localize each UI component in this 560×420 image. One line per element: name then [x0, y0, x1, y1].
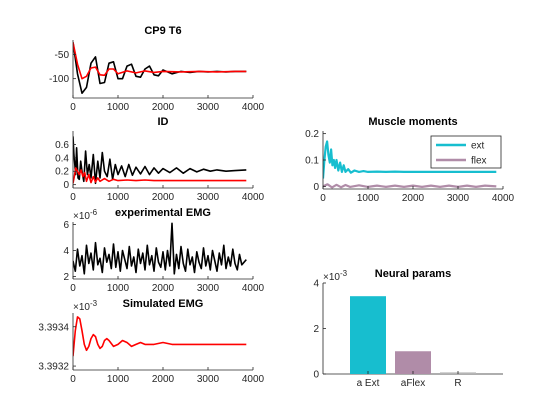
- bar-0: [350, 296, 386, 374]
- series-line-0: [73, 222, 247, 275]
- x-tick-label: 1000: [107, 192, 130, 203]
- chart-moments: 0 1000 2000 3000 4000 0 0.1 0.2 Muscle moments ex…: [305, 116, 514, 204]
- y-exponent-value: -3: [340, 269, 348, 278]
- x-tick-label: 2000: [402, 193, 425, 204]
- chart-title: CP9 T6: [144, 25, 181, 37]
- x-tick-label: 4000: [242, 192, 265, 203]
- y-exponent-label: ×10-3: [73, 299, 98, 313]
- legend: ext flex: [430, 135, 502, 169]
- chart-title: Simulated EMG: [123, 298, 204, 310]
- y-tick-label: 0: [313, 370, 319, 381]
- y-tick-label: 0: [313, 182, 319, 193]
- series-line-0: [73, 136, 247, 185]
- y-tick-label: 4: [63, 246, 69, 257]
- x-tick-label: aFlex: [401, 378, 425, 389]
- y-exponent-label: ×10-3: [323, 269, 348, 283]
- series-line-flex: [323, 183, 497, 189]
- y-exponent-value: -3: [90, 299, 98, 308]
- y-tick-label: 3.3934: [38, 322, 69, 333]
- x-tick-label: 3000: [197, 192, 220, 203]
- plot-area: [73, 222, 253, 279]
- y-tick-label: 0.4: [55, 153, 69, 164]
- x-tick-label: 4000: [242, 283, 265, 294]
- legend-label-flex: flex: [471, 156, 487, 167]
- y-tick-label: 6: [63, 220, 69, 231]
- x-tick-label: 3000: [197, 374, 220, 385]
- y-tick-label: 2: [63, 272, 69, 283]
- y-exponent-label: ×10-6: [73, 208, 98, 222]
- legend-label-ext: ext: [471, 141, 485, 152]
- y-tick-label: 2: [313, 324, 319, 335]
- y-tick-label: 0.1: [305, 156, 319, 167]
- bar-1: [395, 351, 431, 374]
- x-tick-label: 2000: [152, 102, 175, 113]
- y-tick-label: 0.2: [55, 167, 69, 178]
- series-line-1: [73, 167, 247, 184]
- plot-area: [73, 313, 253, 370]
- x-tick-label: 0: [70, 102, 76, 113]
- x-tick-label: 1000: [107, 374, 130, 385]
- chart-cp9: 0 1000 2000 3000 4000 -100 -50 CP9 T6: [49, 25, 265, 113]
- legend-box: [430, 135, 502, 169]
- x-tick-label: R: [454, 378, 461, 389]
- x-tick-label: 0: [70, 283, 76, 294]
- x-tick-label: 3000: [197, 102, 220, 113]
- chart-title: experimental EMG: [115, 207, 211, 219]
- x-tick-label: 1000: [107, 102, 130, 113]
- x-tick-label: a Ext: [357, 378, 380, 389]
- y-tick-label: -100: [49, 74, 69, 85]
- x-tick-label: 4000: [242, 374, 265, 385]
- series-line-ext: [323, 140, 497, 179]
- x-tick-label: 4000: [242, 102, 265, 113]
- chart-title: ID: [158, 116, 169, 128]
- y-tick-label: 4: [313, 279, 319, 290]
- x-tick-label: 3000: [197, 283, 220, 294]
- x-tick-label: 0: [70, 374, 76, 385]
- chart-title: Muscle moments: [368, 116, 457, 128]
- chart-expemg: 0 1000 2000 3000 4000 2 4 6 ×10-6 experimental EM…: [63, 207, 264, 294]
- x-tick-label: 1000: [357, 193, 380, 204]
- y-tick-label: 3.3932: [38, 362, 69, 373]
- x-tick-label: 2000: [152, 374, 175, 385]
- x-tick-label: 2000: [152, 283, 175, 294]
- x-tick-label: 3000: [447, 193, 470, 204]
- y-tick-label: 0.2: [305, 129, 319, 140]
- chart-id: 0 1000 2000 3000 4000 0 0.2 0.4 0.6 ID: [55, 116, 264, 203]
- y-tick-label: -50: [55, 50, 70, 61]
- x-tick-label: 4000: [492, 193, 515, 204]
- x-tick-label: 0: [320, 193, 326, 204]
- y-exponent-value: -6: [90, 208, 98, 217]
- x-tick-label: 2000: [152, 192, 175, 203]
- y-tick-label: 0.6: [55, 140, 69, 151]
- plot-area: [73, 40, 253, 98]
- plot-area: [73, 131, 253, 188]
- x-tick-label: 1000: [107, 283, 130, 294]
- series-line-1: [73, 42, 247, 80]
- chart-neural: a Ext aFlex R 0 2 4 ×10-3 Neural params: [313, 268, 503, 389]
- chart-title: Neural params: [375, 268, 451, 280]
- x-tick-label: 0: [70, 192, 76, 203]
- chart-simemg: 0 1000 2000 3000 4000 3.3932 3.3934 ×10-3 Simula…: [38, 298, 264, 385]
- y-tick-label: 0: [63, 180, 69, 191]
- series-line-0: [73, 316, 247, 357]
